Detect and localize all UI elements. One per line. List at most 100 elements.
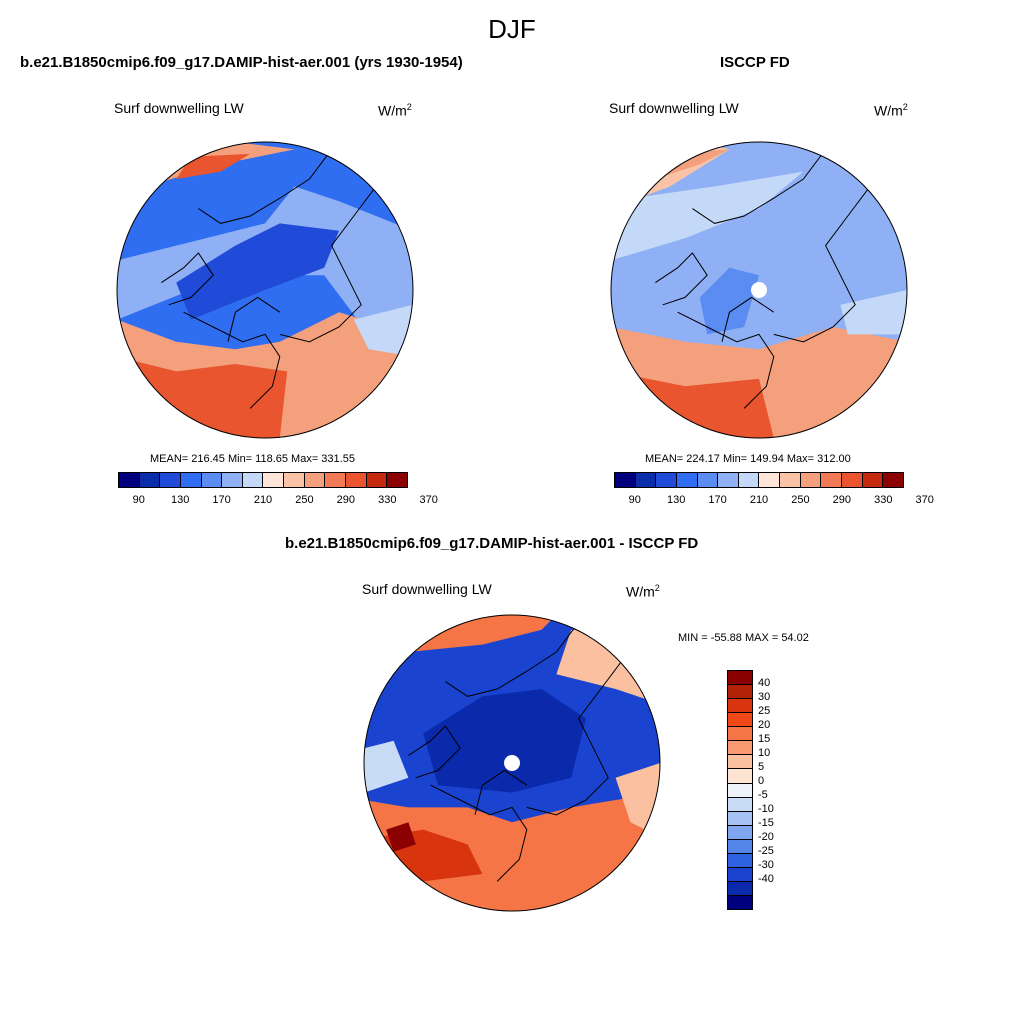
figure-title: DJF bbox=[488, 14, 536, 44]
coastline bbox=[721, 296, 775, 342]
colorbar-ticks-model: 90 130 170 210 250 290 330 370 bbox=[118, 494, 438, 508]
colorbar-swatch bbox=[387, 473, 407, 487]
map-contour-region bbox=[364, 740, 409, 793]
colorbar-tick-label: -15 bbox=[758, 817, 774, 829]
colorbar-tick-label: 170 bbox=[212, 494, 231, 506]
colorbar-swatch bbox=[119, 473, 140, 487]
colorbar-swatch bbox=[728, 741, 752, 756]
map-contour-region bbox=[423, 689, 586, 793]
colorbar-swatch bbox=[728, 755, 752, 770]
colorbar-swatch bbox=[780, 473, 801, 487]
colorbar-swatch bbox=[728, 769, 752, 784]
coastline bbox=[692, 149, 827, 224]
colorbar-swatch bbox=[325, 473, 347, 487]
colorbar-swatch bbox=[728, 839, 752, 854]
coastline bbox=[655, 252, 708, 306]
colorbar-tick-label: -20 bbox=[758, 831, 774, 843]
colorbar-tick-label: -30 bbox=[758, 859, 774, 871]
colorbar-tick-label: 0 bbox=[758, 775, 765, 787]
map-contour-region bbox=[353, 304, 413, 357]
minmax-diff: MIN = -55.88 MAX = 54.02 bbox=[678, 632, 809, 644]
colorbar-tick-label: 10 bbox=[758, 747, 771, 759]
coastline bbox=[430, 784, 528, 882]
colorbar-tick-label: 370 bbox=[915, 494, 934, 506]
units-label-model: W/m2 bbox=[378, 102, 412, 119]
coastline bbox=[526, 659, 624, 816]
colorbar-swatch bbox=[728, 825, 752, 840]
colorbar-swatch bbox=[284, 473, 305, 487]
polar-map-model bbox=[116, 141, 414, 439]
colorbar-obs: 90 130 170 210 250 290 330 370 bbox=[614, 472, 934, 508]
colorbar-swatch bbox=[883, 473, 903, 487]
colorbar-swatch bbox=[728, 671, 752, 686]
colorbar-swatch bbox=[728, 713, 752, 728]
colorbar-swatch bbox=[263, 473, 285, 487]
coastline bbox=[279, 186, 377, 343]
colorbar-swatch bbox=[728, 727, 752, 742]
panel-title-diff: b.e21.B1850cmip6.f09_g17.DAMIP-hist-aer.… bbox=[285, 535, 699, 552]
colorbar-swatch bbox=[728, 685, 752, 700]
map-contour-region bbox=[176, 223, 339, 320]
colorbar-swatches-diff bbox=[727, 670, 753, 910]
variable-label-obs: Surf downwelling LW bbox=[609, 100, 739, 116]
coastline bbox=[183, 311, 281, 409]
colorbar-swatch bbox=[759, 473, 781, 487]
colorbar-tick-label: 330 bbox=[378, 494, 397, 506]
colorbar-swatch bbox=[728, 853, 752, 868]
colorbar-tick-label: 370 bbox=[419, 494, 438, 506]
colorbar-tick-label: 5 bbox=[758, 761, 765, 773]
variable-label-model: Surf downwelling LW bbox=[114, 100, 244, 116]
colorbar-swatch bbox=[160, 473, 181, 487]
colorbar-swatches-model bbox=[118, 472, 408, 488]
variable-label-diff: Surf downwelling LW bbox=[362, 581, 492, 597]
polar-map-diff bbox=[363, 614, 661, 912]
colorbar-tick-label: -10 bbox=[758, 803, 774, 815]
colorbar-tick-label: 25 bbox=[758, 705, 771, 717]
colorbar-diff bbox=[727, 670, 753, 910]
units-label-diff: W/m2 bbox=[626, 583, 660, 600]
colorbar-swatch bbox=[222, 473, 243, 487]
colorbar-tick-label: 330 bbox=[874, 494, 893, 506]
colorbar-ticks-diff: 40 30 25 20 15 10 5 0 -5 -10 -15 -20 -25 -30 -40 bbox=[758, 670, 798, 908]
colorbar-tick-label: 40 bbox=[758, 677, 771, 689]
colorbar-tick-label: -25 bbox=[758, 845, 774, 857]
pole-missing-data bbox=[504, 755, 520, 771]
coastline bbox=[474, 769, 528, 815]
colorbar-swatch bbox=[304, 473, 326, 487]
panel-title-model: b.e21.B1850cmip6.f09_g17.DAMIP-hist-aer.… bbox=[20, 54, 463, 71]
colorbar-swatch bbox=[139, 473, 161, 487]
colorbar-swatch bbox=[728, 881, 752, 896]
coastline bbox=[227, 296, 281, 342]
colorbar-swatch bbox=[728, 797, 752, 812]
panel-title-obs: ISCCP FD bbox=[720, 54, 790, 71]
colorbar-swatch bbox=[821, 473, 843, 487]
colorbar-tick-label: 30 bbox=[758, 691, 771, 703]
colorbar-tick-label: 290 bbox=[832, 494, 852, 506]
polar-map-obs bbox=[610, 141, 908, 439]
colorbar-swatch bbox=[656, 473, 677, 487]
colorbar-swatch bbox=[366, 473, 388, 487]
map-boundary bbox=[363, 614, 661, 912]
colorbar-swatch bbox=[201, 473, 223, 487]
colorbar-swatches-obs bbox=[614, 472, 904, 488]
coastline bbox=[677, 311, 775, 409]
colorbar-swatch bbox=[728, 699, 752, 714]
units-label-obs: W/m2 bbox=[874, 102, 908, 119]
map-boundary bbox=[610, 141, 908, 439]
colorbar-swatch bbox=[676, 473, 698, 487]
stats-model: MEAN= 216.45 Min= 118.65 Max= 331.55 bbox=[150, 453, 355, 465]
colorbar-tick-label: 170 bbox=[708, 494, 727, 506]
colorbar-swatch bbox=[180, 473, 202, 487]
map-boundary bbox=[116, 141, 414, 439]
colorbar-tick-label: 20 bbox=[758, 719, 771, 731]
colorbar-swatch bbox=[862, 473, 884, 487]
coastline bbox=[773, 186, 871, 343]
map-contour-region bbox=[386, 822, 416, 852]
colorbar-tick-label: 130 bbox=[170, 494, 190, 506]
colorbar-swatch bbox=[346, 473, 367, 487]
colorbar-swatch bbox=[738, 473, 760, 487]
colorbar-swatch bbox=[728, 811, 752, 826]
colorbar-swatch bbox=[697, 473, 719, 487]
colorbar-tick-label: 90 bbox=[628, 494, 641, 506]
colorbar-swatch bbox=[728, 896, 752, 910]
